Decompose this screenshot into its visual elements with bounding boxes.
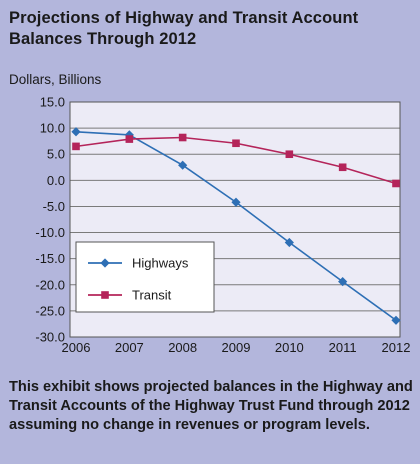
data-point [178, 133, 187, 142]
legend-marker [101, 291, 109, 299]
x-tick-label: 2006 [62, 340, 91, 355]
y-tick-label: 10.0 [40, 121, 65, 136]
chart-title: Projections of Highway and Transit Accou… [9, 9, 359, 48]
x-tick-label: 2009 [222, 340, 251, 355]
x-tick-label: 2007 [115, 340, 144, 355]
data-point [125, 135, 134, 143]
y-axis-label: Dollars, Billions [9, 72, 102, 87]
x-tick-label: 2010 [275, 340, 304, 355]
y-tick-label: 5.0 [47, 147, 65, 162]
data-point [338, 277, 348, 287]
y-tick-label: -25.0 [35, 303, 65, 318]
data-point [231, 197, 241, 207]
data-point [72, 142, 80, 151]
chart-caption: This exhibit shows projected balances in… [9, 379, 413, 433]
legend-label: Transit [132, 288, 172, 303]
y-tick-label: -15.0 [35, 251, 65, 266]
legend-box [75, 241, 215, 313]
data-point [178, 160, 188, 170]
y-tick-label: -30.0 [35, 330, 65, 345]
y-tick-label: -10.0 [35, 225, 65, 240]
data-point [391, 315, 401, 325]
y-tick-label: -20.0 [35, 277, 65, 292]
data-point [71, 127, 81, 137]
y-tick-label: 15.0 [40, 95, 65, 110]
data-point [285, 150, 294, 159]
legend-marker [100, 258, 110, 268]
data-point [232, 139, 240, 148]
x-tick-label: 2011 [329, 340, 357, 355]
x-tick-label: 2008 [168, 340, 197, 355]
x-tick-label: 2012 [382, 340, 411, 355]
y-tick-label: 0.0 [47, 173, 65, 188]
plot-border [69, 101, 401, 338]
y-tick-label: -5.0 [43, 199, 65, 214]
data-point [392, 179, 400, 188]
data-point [338, 163, 347, 172]
legend-label: Highways [132, 256, 189, 271]
data-point [284, 237, 294, 248]
